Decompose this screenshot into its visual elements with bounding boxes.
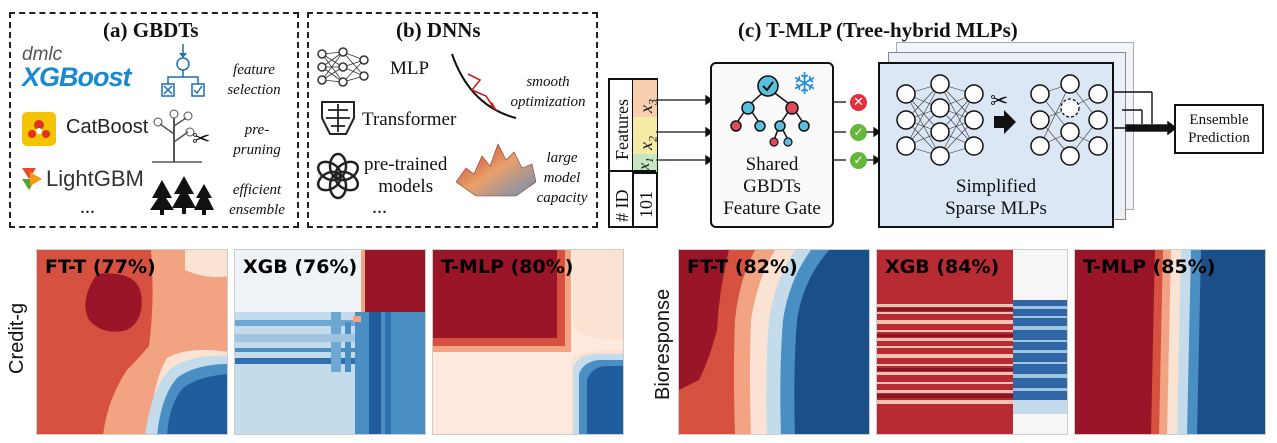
xgboost-logo-top: dmlc [22, 44, 63, 65]
bioresponse-ylabel: Bioresponse [652, 288, 674, 400]
mlp-label: MLP [390, 58, 430, 79]
panel-a-title: (a) GBDTs [103, 18, 199, 42]
panel-b-title: (b) DNNs [396, 18, 481, 42]
id-col-divider [632, 172, 634, 226]
pre-pruning-label: pre-pruning [233, 122, 281, 158]
catboost-label: CatBoost [66, 116, 149, 138]
heatmap-credit-ftt: FT-T (77%) [36, 249, 228, 435]
feature-selection-label: feature selection [227, 62, 281, 98]
heatmap-bio-ftt: FT-T (82%) [678, 249, 870, 435]
scissors-icon: ✂ [192, 126, 211, 151]
gate-to-mlp-arrows [834, 101, 880, 166]
xgboost-logo: XGBoost [22, 62, 132, 92]
sparse-mlp-diagram [896, 74, 1108, 166]
heatmap-credit-tmlp-label: T-MLP (80%) [441, 256, 574, 278]
heatmap-bio-xgb: XGB (84%) [876, 249, 1068, 435]
accept-icon-x2: ✓ [850, 124, 867, 141]
x1-label: x1 [636, 157, 657, 170]
transformer-icon [318, 98, 358, 145]
efficient-ensemble-label: efficient ensemble [229, 182, 285, 218]
heatmap-bio-ftt-label: FT-T (82%) [687, 256, 798, 278]
panel-c-title: (c) T-MLP (Tree-hybrid MLPs) [738, 18, 1018, 42]
heatmap-bio-xgb-label: XGB (84%) [885, 256, 1000, 278]
catboost-icon [22, 112, 56, 146]
feature-x1-cell-lower [632, 154, 657, 174]
optimization-curve-icon [448, 50, 518, 127]
heatmap-bio-tmlp-label: T-MLP (85%) [1083, 256, 1216, 278]
mlp-label: Simplified Sparse MLPs [945, 176, 1047, 219]
snowflake-icon: ❄ [792, 68, 818, 101]
reject-icon: ✕ [850, 94, 867, 111]
pruning-tree-icon [152, 104, 212, 169]
ensemble-prediction-box: Ensemble Prediction [1174, 104, 1264, 154]
feature-x3-cell [632, 80, 657, 118]
openai-icon [314, 152, 362, 205]
gate-label: Shared GBDTs Feature Gate [723, 154, 821, 219]
pretrained-label: pre-trained models [364, 154, 448, 197]
heatmap-credit-ftt-label: FT-T (77%) [45, 256, 156, 278]
panel-b-frame [307, 12, 598, 228]
heatmap-credit-xgb-label: XGB (76%) [243, 256, 358, 278]
forest-icon [150, 176, 214, 221]
id-label: # ID [612, 189, 632, 223]
lightgbm-label: LightGBM [46, 166, 144, 191]
credit-g-ylabel: Credit-g [6, 302, 28, 374]
panel-a-frame [9, 12, 299, 228]
mlp-network-icon [316, 46, 370, 93]
heatmap-credit-tmlp: T-MLP (80%) [432, 249, 624, 435]
feature-x2-cell [632, 117, 657, 155]
lightgbm-icon [22, 168, 42, 190]
heatmap-credit-xgb: XGB (76%) [234, 249, 426, 435]
ensemble-arrows [1112, 91, 1178, 136]
loss-landscape-icon [455, 138, 537, 203]
id-value: 101 [636, 191, 656, 218]
large-capacity-label: large model capacity [536, 150, 588, 206]
feature-selection-icon [160, 44, 206, 107]
smooth-optimization-label: smooth optimization [510, 74, 586, 110]
table-to-gate-arrows [656, 94, 712, 166]
transformer-label: Transformer [362, 109, 457, 130]
accept-icon-x1: ✓ [850, 152, 867, 169]
id-row-divider [610, 170, 656, 172]
heatmap-bio-tmlp: T-MLP (85%) [1074, 249, 1266, 435]
panel-a-ellipsis: ... [80, 196, 95, 218]
prune-scissors-icon: ✂ [990, 88, 1009, 113]
features-label: Features [612, 99, 632, 160]
gbdt-tree-icon [730, 75, 810, 147]
panel-b-ellipsis: ... [372, 196, 387, 218]
